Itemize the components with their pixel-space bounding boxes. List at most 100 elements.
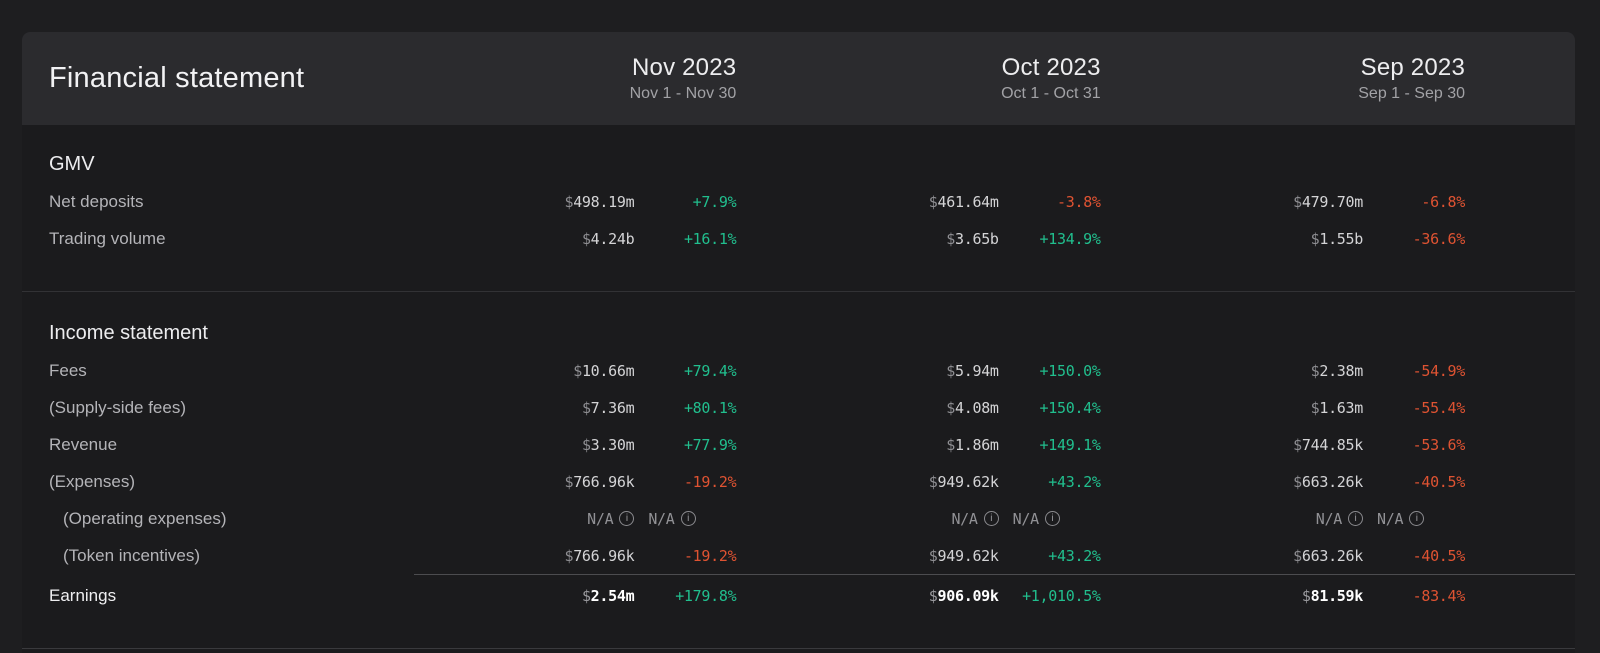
column-date-range: Sep 1 - Sep 30 (1358, 85, 1465, 102)
na-value: N/A i (587, 509, 635, 528)
amount-number: 7.36m (590, 398, 635, 417)
amount-number: 766.96k (573, 546, 635, 565)
value-cell: $2.38m -54.9% (1211, 362, 1575, 380)
amount-value: $10.66m (573, 362, 634, 380)
value-cell: $479.70m -6.8% (1211, 193, 1575, 211)
info-icon[interactable]: i (680, 511, 696, 526)
pct-change: +1,010.5% (1022, 587, 1101, 605)
currency-symbol: $ (946, 435, 955, 454)
currency-symbol: $ (581, 587, 591, 605)
value-cell: $4.08m +150.4% (846, 399, 1210, 417)
table-row: (Expenses) $766.96k -19.2% $949.62k +43.2% $… (22, 463, 1575, 500)
currency-symbol: $ (1293, 546, 1302, 565)
amount-number: 949.62k (937, 546, 999, 565)
value-cell: $949.62k +43.2% (846, 473, 1210, 491)
section-title: Income statement (49, 321, 208, 344)
row-label: (Operating expenses) (63, 508, 227, 528)
amount-number: 498.19m (573, 192, 635, 211)
na-label: N/A (587, 509, 614, 528)
statement-section: GMV Net deposits $498.19m +7.9% $461.64m -3… (22, 125, 1575, 291)
amount-number: 2.54m (590, 587, 635, 605)
currency-symbol: $ (928, 546, 938, 565)
na-label: N/A (1012, 509, 1040, 528)
currency-symbol: $ (946, 398, 955, 417)
column-header: Oct 2023 Oct 1 - Oct 31 (846, 54, 1210, 103)
value-cell: $461.64m -3.8% (846, 193, 1210, 211)
pct-change: +149.1% (1039, 435, 1101, 454)
value-cell: $766.96k -19.2% (482, 547, 846, 565)
amount-value: $949.62k (929, 547, 999, 565)
amount-number: 766.96k (573, 472, 635, 491)
currency-symbol: $ (564, 192, 574, 211)
row-label: (Token incentives) (63, 545, 201, 565)
currency-symbol: $ (581, 229, 591, 248)
value-cell: $3.30m +77.9% (482, 436, 846, 454)
amount-number: 5.94m (955, 361, 999, 380)
bottom-divider (22, 648, 1575, 649)
currency-symbol: $ (1310, 398, 1320, 417)
row-label: Fees (49, 360, 87, 380)
pct-change: -19.2% (683, 472, 737, 491)
pct-change: +150.0% (1039, 361, 1101, 380)
value-cell: $906.09k +1,010.5% (846, 587, 1210, 605)
na-value: N/A i (1377, 510, 1465, 528)
amount-value: $498.19m (564, 193, 634, 211)
pct-change: -53.6% (1412, 435, 1466, 454)
currency-symbol: $ (1310, 361, 1320, 380)
section-title: GMV (49, 152, 95, 175)
row-label: Revenue (49, 434, 118, 454)
amount-value: $906.09k (929, 587, 999, 605)
pct-change: -19.2% (683, 546, 737, 565)
value-cell: $744.85k -53.6% (1211, 436, 1575, 454)
currency-symbol: $ (928, 192, 938, 211)
amount-number: 906.09k (937, 587, 999, 605)
amount-number: 479.70m (1301, 192, 1363, 211)
amount-value: $7.36m (582, 398, 635, 417)
value-cell: $10.66m +79.4% (482, 362, 846, 380)
statement-section: Income statement Fees $10.66m +79.4% $5.94… (22, 291, 1575, 617)
pct-change: +7.9% (692, 192, 737, 211)
card-header: Financial statement Nov 2023 Nov 1 - Nov… (22, 32, 1575, 125)
amount-number: 3.30m (590, 435, 635, 454)
info-icon[interactable]: i (1044, 511, 1060, 526)
info-icon[interactable]: i (983, 511, 999, 526)
amount-number: 3.65b (955, 229, 999, 248)
amount-value: $663.26k (1293, 547, 1363, 565)
table-row: (Operating expenses) N/A i N/A i N/A i N/A i N/A… (22, 500, 1575, 537)
info-icon[interactable]: i (1348, 511, 1363, 526)
amount-number: 10.66m (581, 361, 635, 380)
column-month-label: Oct 2023 (1001, 54, 1101, 81)
table-row: Trading volume $4.24b +16.1% $3.65b +134.9%… (22, 220, 1575, 257)
na-label: N/A (951, 509, 978, 528)
financial-statement-card: Financial statement Nov 2023 Nov 1 - Nov… (22, 32, 1575, 653)
value-cell: $949.62k +43.2% (846, 547, 1210, 565)
amount-number: 1.55b (1319, 229, 1363, 248)
amount-value: $949.62k (929, 473, 999, 491)
currency-symbol: $ (1293, 435, 1302, 454)
na-value: N/A i (1013, 510, 1101, 528)
table-row: (Supply-side fees) $7.36m +80.1% $4.08m +15… (22, 389, 1575, 426)
na-label: N/A (1315, 509, 1343, 528)
amount-value: $81.59k (1302, 587, 1363, 605)
amount-value: $766.96k (564, 547, 634, 565)
info-icon[interactable]: i (619, 511, 635, 526)
currency-symbol: $ (946, 361, 955, 380)
na-value: N/A i (951, 509, 999, 528)
amount-value: $4.24b (581, 229, 635, 248)
pct-change: +16.1% (683, 229, 737, 248)
amount-value: $479.70m (1293, 193, 1363, 211)
amount-number: 1.86m (955, 435, 999, 454)
amount-value: $1.55b (1311, 229, 1364, 248)
amount-value: $2.38m (1310, 361, 1364, 380)
pct-change: +80.1% (683, 398, 737, 417)
row-label: (Expenses) (49, 471, 135, 491)
currency-symbol: $ (564, 472, 574, 491)
info-icon[interactable]: i (1409, 511, 1425, 526)
amount-value: $4.08m (946, 398, 999, 417)
value-cell: $498.19m +7.9% (482, 193, 846, 211)
amount-number: 81.59k (1310, 587, 1364, 605)
amount-value: $3.30m (582, 435, 635, 454)
amount-number: 461.64m (937, 192, 999, 211)
na-value: N/A i (648, 510, 736, 528)
pct-change: +134.9% (1039, 229, 1101, 248)
